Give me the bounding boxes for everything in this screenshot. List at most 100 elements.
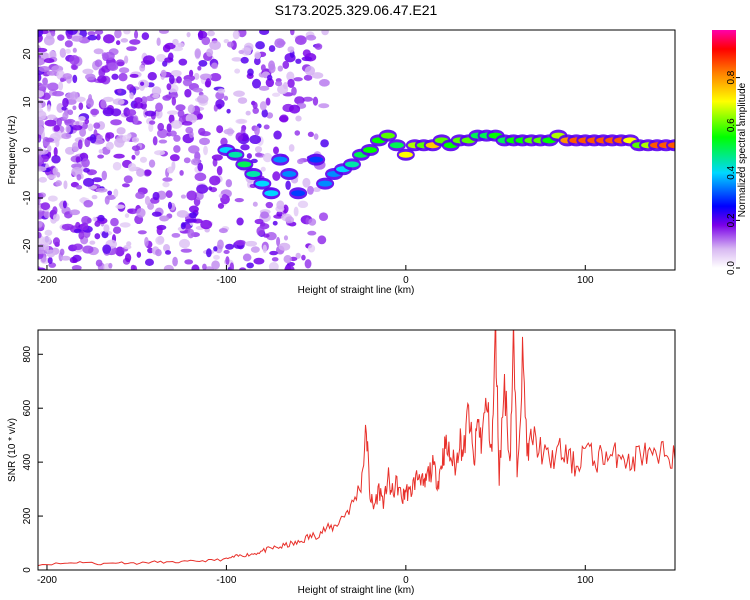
noise-blob	[263, 233, 270, 238]
noise-blob	[260, 211, 270, 219]
noise-blob	[197, 65, 202, 71]
colorbar-tick-label: 0.0	[726, 261, 737, 275]
noise-blob	[62, 73, 73, 80]
noise-blob	[113, 188, 119, 198]
noise-blob	[105, 141, 114, 151]
noise-blob	[158, 30, 169, 34]
noise-blob	[173, 134, 181, 142]
noise-blob	[81, 158, 90, 168]
noise-blob	[307, 131, 314, 138]
noise-blob	[313, 133, 319, 140]
noise-blob	[183, 157, 191, 164]
noise-blob	[197, 30, 204, 41]
ridge-point	[237, 161, 252, 168]
noise-blob	[266, 112, 274, 119]
noise-blob	[78, 102, 84, 110]
noise-blob	[225, 179, 233, 188]
noise-blob	[61, 223, 74, 231]
noise-blob	[232, 30, 240, 40]
noise-blob	[302, 49, 311, 57]
noise-blob	[236, 217, 244, 226]
noise-blob	[301, 254, 306, 261]
noise-blob	[100, 99, 107, 109]
noise-blob	[259, 30, 270, 36]
noise-blob	[38, 192, 41, 198]
noise-blob	[82, 245, 94, 254]
noise-blob	[38, 110, 47, 121]
y-tick-label: -20	[22, 238, 33, 253]
noise-blob	[103, 224, 110, 233]
noise-blob	[71, 265, 82, 270]
noise-blob	[92, 216, 98, 222]
noise-blob	[318, 103, 330, 109]
noise-blob	[178, 238, 190, 249]
noise-blob	[92, 177, 103, 183]
noise-blob	[90, 108, 100, 116]
noise-blob	[112, 161, 122, 171]
noise-blob	[321, 30, 329, 36]
noise-blob	[252, 107, 259, 114]
noise-blob	[131, 145, 141, 151]
y-tick-label: 600	[22, 399, 33, 416]
noise-blob	[273, 130, 282, 140]
noise-blob	[123, 175, 133, 184]
snr-x-ticks: -200 -100 0 100	[37, 565, 594, 586]
noise-blob	[223, 249, 230, 254]
noise-blob	[155, 109, 163, 119]
noise-blob	[120, 38, 129, 43]
noise-blob	[40, 202, 51, 210]
noise-blob	[311, 72, 324, 79]
noise-blob	[167, 201, 173, 210]
noise-blob	[240, 144, 250, 151]
noise-blob	[71, 35, 83, 42]
noise-blob	[117, 89, 122, 94]
noise-blob	[275, 80, 283, 87]
noise-blob	[94, 233, 101, 240]
noise-blob	[71, 64, 78, 70]
noise-blob	[44, 137, 55, 143]
noise-blob	[177, 109, 185, 118]
noise-blob	[123, 55, 129, 64]
noise-blob	[237, 97, 248, 104]
noise-blob	[283, 235, 289, 241]
noise-blob	[206, 48, 214, 57]
noise-blob	[258, 85, 270, 91]
noise-blob	[164, 57, 174, 63]
noise-blob	[69, 209, 81, 216]
ridge-point	[264, 190, 279, 197]
noise-blob	[132, 265, 138, 270]
noise-blob	[42, 236, 52, 245]
x-tick-label: -200	[37, 275, 57, 286]
noise-blob	[207, 30, 215, 37]
noise-blob	[302, 177, 311, 188]
noise-blob	[297, 158, 304, 165]
noise-blob	[126, 109, 137, 117]
noise-blob	[205, 78, 212, 88]
noise-blob	[254, 218, 264, 225]
noise-blob	[253, 257, 265, 265]
noise-blob	[307, 230, 317, 236]
noise-blob	[312, 187, 321, 193]
noise-blob	[198, 60, 208, 67]
snr-series-line	[38, 330, 675, 567]
colorbar-label: Normalized spectral amplitude	[737, 82, 748, 217]
noise-blob	[52, 206, 58, 215]
noise-blob	[293, 206, 299, 217]
noise-blob	[256, 226, 265, 237]
noise-blob	[38, 89, 45, 98]
noise-blob	[112, 226, 122, 234]
noise-blob	[126, 46, 137, 52]
noise-blob	[263, 124, 270, 130]
noise-blob	[223, 128, 235, 135]
noise-blob	[44, 229, 53, 236]
spectrogram-y-label: Frequency (Hz)	[7, 116, 18, 185]
noise-blob	[46, 104, 51, 112]
y-tick-label: 400	[22, 453, 33, 470]
noise-blob	[104, 195, 110, 205]
noise-blob	[276, 200, 285, 210]
noise-blob	[173, 145, 181, 153]
noise-blob	[282, 60, 290, 69]
noise-blob	[81, 215, 91, 225]
noise-blob	[200, 219, 213, 230]
